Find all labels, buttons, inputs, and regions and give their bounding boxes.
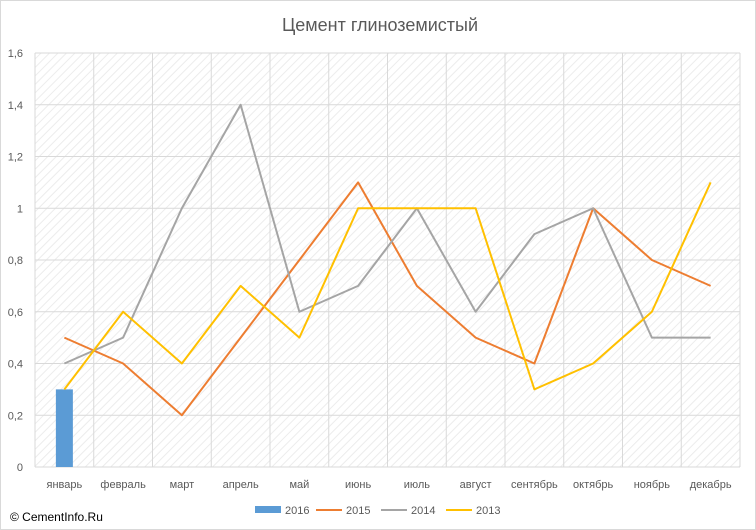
legend-swatch-2016 — [255, 506, 281, 513]
grid — [34, 52, 741, 468]
y-tick-label: 0 — [17, 462, 23, 474]
y-tick-label: 1,4 — [8, 100, 23, 112]
y-tick-label: 0,6 — [8, 307, 23, 319]
x-tick-label: апрель — [223, 479, 259, 491]
x-tick-label: февраль — [100, 479, 146, 491]
x-tick-label: декабрь — [690, 479, 732, 491]
y-tick-label: 1 — [17, 203, 23, 215]
legend-label-2016: 2016 — [285, 505, 309, 517]
copyright-text: © CementInfo.Ru — [10, 510, 103, 524]
legend: 2016 2015 2014 2013 — [255, 505, 500, 517]
x-tick-label: январь — [47, 479, 83, 491]
x-tick-label: август — [460, 479, 492, 491]
line-series-2014 — [63, 103, 711, 365]
line-series-2015 — [63, 181, 712, 417]
x-tick-label: июль — [404, 479, 431, 491]
bar-2016-0 — [55, 389, 73, 467]
y-tick-label: 1,6 — [8, 48, 23, 60]
line-series-2013 — [63, 181, 712, 391]
legend-label-2015: 2015 — [346, 505, 370, 517]
legend-label-2013: 2013 — [476, 505, 500, 517]
y-tick-label: 0,4 — [8, 359, 23, 371]
x-tick-label: июнь — [345, 479, 371, 491]
legend-label-2014: 2014 — [411, 505, 435, 517]
x-tick-label: октябрь — [573, 479, 613, 491]
x-tick-label: ноябрь — [634, 479, 671, 491]
y-tick-label: 0,2 — [8, 410, 23, 422]
x-tick-label: май — [289, 479, 309, 491]
chart-title: Цемент глиноземистый — [282, 15, 478, 35]
x-tick-label: сентябрь — [511, 479, 558, 491]
y-tick-label: 1,2 — [8, 152, 23, 164]
y-tick-label: 0,8 — [8, 255, 23, 267]
axes: 0 0,2 0,4 0,6 0,8 1 1,2 1,4 1,6 январь февраль март… — [8, 48, 732, 491]
x-tick-label: март — [170, 479, 195, 491]
series — [55, 103, 712, 467]
